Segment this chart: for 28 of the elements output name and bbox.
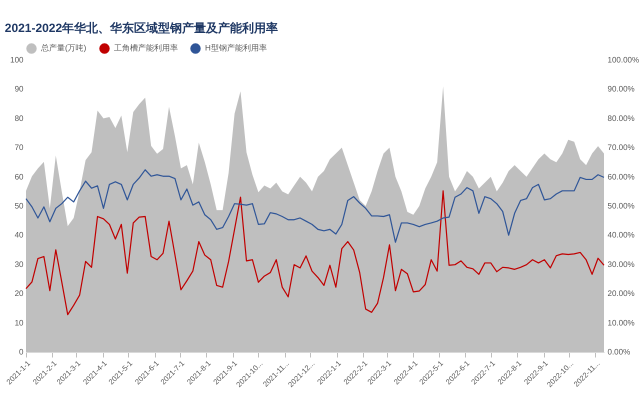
y-tick-label: 0: [19, 348, 24, 356]
y-tick-label: 50: [14, 202, 24, 210]
y2-tick-label: 60.00%: [608, 172, 635, 182]
line-series: [25, 190, 605, 316]
legend-label: H型钢产能利用率: [205, 44, 267, 53]
y-tick-label: 40: [14, 230, 24, 240]
y-tick-label: 20: [14, 289, 24, 298]
y2-tick-label: 20.00%: [608, 289, 635, 298]
y-tick-label: 100: [10, 56, 24, 64]
y2-tick-label: 40.00%: [608, 230, 635, 240]
legend-label: 总产量(万吨): [40, 44, 87, 53]
legend-label: 工角槽产能利用率: [114, 44, 178, 53]
y-tick-label: 30: [14, 260, 24, 269]
line-series: [25, 169, 605, 243]
y2-tick-label: 0.00%: [608, 348, 630, 356]
y-tick-label: 80: [14, 114, 24, 123]
y2-tick-label: 100.00%: [608, 56, 640, 64]
y2-tick-label: 30.00%: [608, 260, 635, 269]
y2-tick-label: 50.00%: [608, 202, 635, 210]
y2-tick-label: 90.00%: [608, 84, 635, 94]
y2-tick-label: 80.00%: [608, 114, 635, 123]
y2-tick-label: 10.00%: [608, 318, 635, 328]
y-tick-label: 90: [14, 84, 24, 94]
y-tick-label: 60: [14, 172, 24, 182]
y-tick-label: 10: [14, 318, 24, 328]
chart-title: 2021-2022年华北、华东区域型钢产量及产能利用率: [4, 21, 278, 35]
y-tick-label: 70: [14, 143, 24, 152]
y2-tick-label: 70.00%: [608, 143, 635, 152]
